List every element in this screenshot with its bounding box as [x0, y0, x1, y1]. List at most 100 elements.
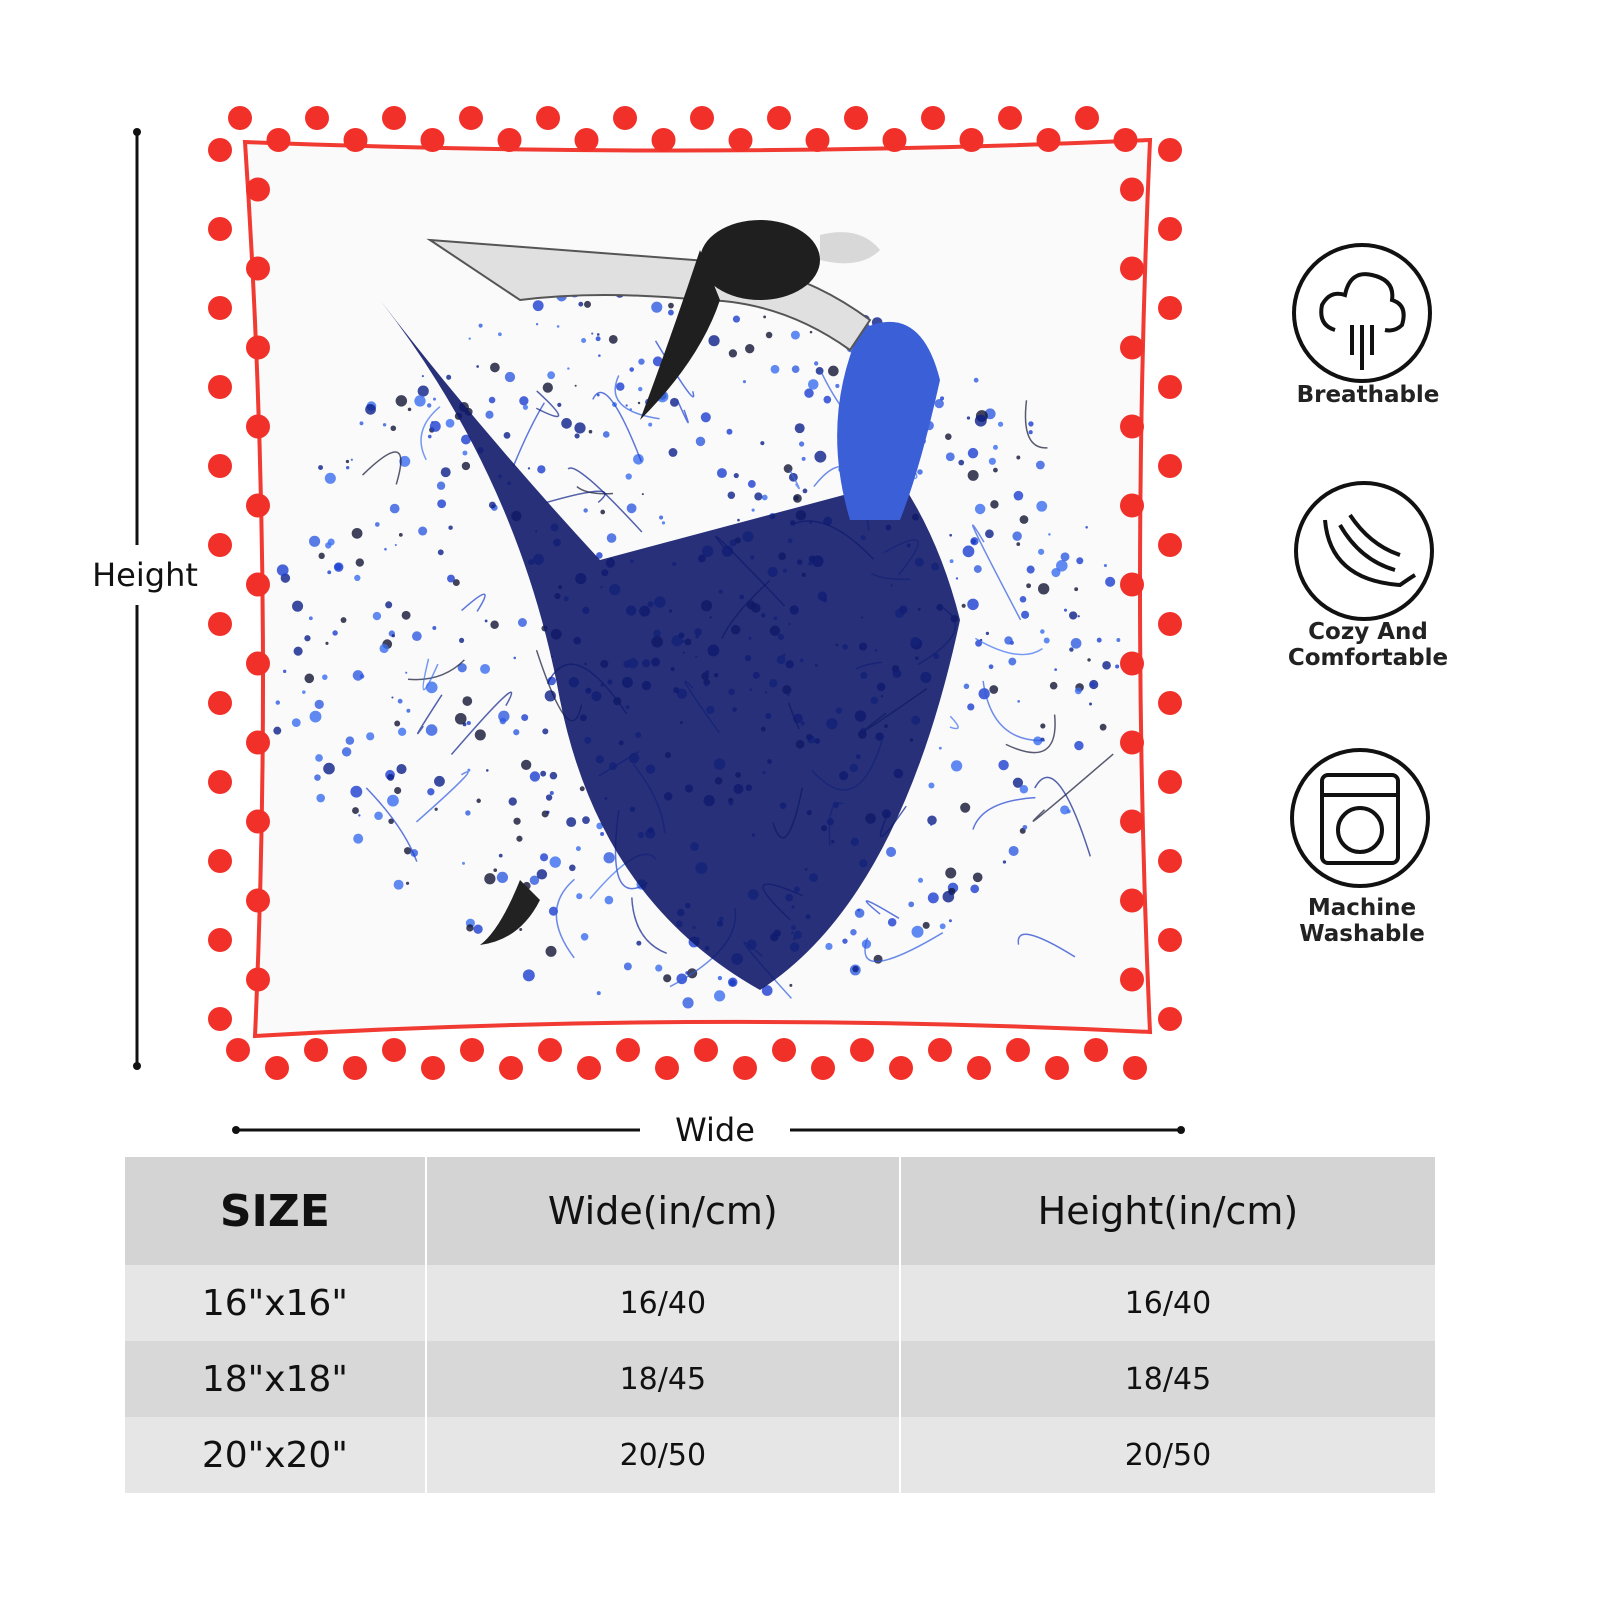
pom-pom — [1158, 770, 1182, 794]
splatter-dot — [425, 724, 438, 736]
pom-pom — [208, 375, 232, 399]
splatter-line — [576, 485, 614, 495]
splatter-dot — [623, 962, 632, 971]
splatter-dot — [345, 459, 350, 464]
splatter-dot — [493, 868, 498, 873]
splatter-dot — [727, 977, 738, 988]
pom-pom — [499, 1056, 523, 1080]
feature-label: Breathable — [1297, 382, 1440, 408]
splatter-dot — [1056, 559, 1068, 572]
pom-pom-trim — [208, 106, 1182, 1080]
splatter-dot — [359, 421, 364, 426]
splatter-dot — [576, 893, 583, 900]
splatter-line — [415, 771, 469, 823]
table-header: SIZE Wide(in/cm) Height(in/cm) — [125, 1157, 1435, 1265]
splatter-dot — [955, 577, 959, 580]
product-illustration: Height Wide Breathable Cozy AndComfortabl… — [92, 106, 1448, 1149]
splatter-dot — [761, 494, 768, 501]
splatter-dot — [934, 398, 944, 409]
splatter-dot — [304, 635, 311, 642]
splatter-dot — [427, 434, 432, 439]
splatter-dot — [652, 356, 663, 367]
splatter-dot — [513, 656, 517, 660]
splatter-dot — [629, 367, 635, 372]
pom-pom — [1123, 1056, 1147, 1080]
splatter-dot — [519, 396, 529, 406]
splatter-dot — [685, 971, 689, 975]
splatter-dot — [1019, 784, 1029, 794]
splatter-line — [461, 593, 486, 612]
splatter-dot — [1016, 455, 1021, 460]
splatter-dot — [532, 300, 544, 312]
splatter-dot — [352, 670, 364, 681]
splatter-dot — [508, 797, 517, 806]
splatter-dot — [499, 717, 507, 725]
splatter-line — [1017, 933, 1076, 958]
splatter-dot — [1069, 611, 1078, 620]
splatter-dot — [967, 447, 979, 459]
splatter-dot — [421, 374, 424, 378]
splatter-dot — [973, 377, 979, 383]
splatter-dot — [733, 472, 739, 479]
splatter-dot — [1049, 681, 1058, 690]
splatter-line — [974, 637, 1043, 656]
splatter-dot — [354, 574, 361, 582]
height-end — [133, 128, 141, 136]
splatter-dot — [791, 365, 800, 374]
feature-label: Washable — [1299, 921, 1425, 947]
splatter-dot — [857, 908, 861, 912]
cell: 20"x20" — [125, 1417, 426, 1493]
pom-pom — [1113, 128, 1138, 152]
pom-pom — [343, 128, 368, 152]
splatter-dot — [763, 315, 767, 319]
splatter-dot — [1021, 610, 1030, 619]
pom-pom — [1120, 572, 1144, 597]
splatter-dot — [595, 336, 601, 342]
splatter-dot — [823, 395, 832, 404]
splatter-dot — [448, 525, 453, 530]
splatter-dot — [668, 302, 674, 309]
pom-pom — [655, 1056, 679, 1080]
washable-glyph — [1320, 773, 1400, 865]
splatter-dot — [850, 929, 857, 936]
splatter-dot — [604, 895, 614, 905]
splatter-dot — [434, 807, 438, 811]
splatter-dot — [436, 481, 446, 490]
splatter-dot — [447, 574, 455, 583]
splatter-dot — [513, 817, 521, 825]
pom-pom — [1158, 928, 1182, 952]
splatter-dot — [395, 395, 408, 407]
splatter-dot — [374, 811, 383, 821]
pom-pom — [1158, 454, 1182, 478]
splatter-dot — [761, 985, 773, 996]
pom-pom — [343, 1056, 367, 1080]
pom-pom — [1120, 335, 1144, 360]
splatter-dot — [405, 671, 408, 674]
pom-pom — [421, 1056, 445, 1080]
pom-pom — [208, 928, 232, 952]
splatter-dot — [466, 924, 474, 932]
splatter-dot — [318, 465, 324, 470]
pom-pom — [208, 296, 232, 320]
table-row: 18"x18" 18/45 18/45 — [125, 1341, 1435, 1417]
splatter-dot — [1089, 702, 1093, 706]
splatter-dot — [488, 501, 496, 509]
splatter-dot — [918, 877, 924, 883]
splatter-dot — [600, 831, 605, 836]
splatter-dot — [537, 465, 546, 474]
splatter-line — [865, 900, 900, 919]
splatter-dot — [726, 428, 733, 435]
header-cell: Height(in/cm) — [898, 1157, 1435, 1265]
splatter-dot — [793, 493, 802, 503]
splatter-dot — [452, 579, 460, 587]
splatter-dot — [949, 559, 954, 564]
splatter-dot — [521, 714, 529, 722]
splatter-dot — [667, 309, 674, 316]
dancer — [380, 220, 960, 990]
splatter-dot — [431, 421, 434, 424]
splatter-dot — [945, 452, 955, 462]
splatter-dot — [1090, 682, 1095, 687]
splatter-dot — [405, 881, 410, 885]
pom-pom — [767, 106, 791, 130]
splatter-dot — [387, 773, 395, 781]
